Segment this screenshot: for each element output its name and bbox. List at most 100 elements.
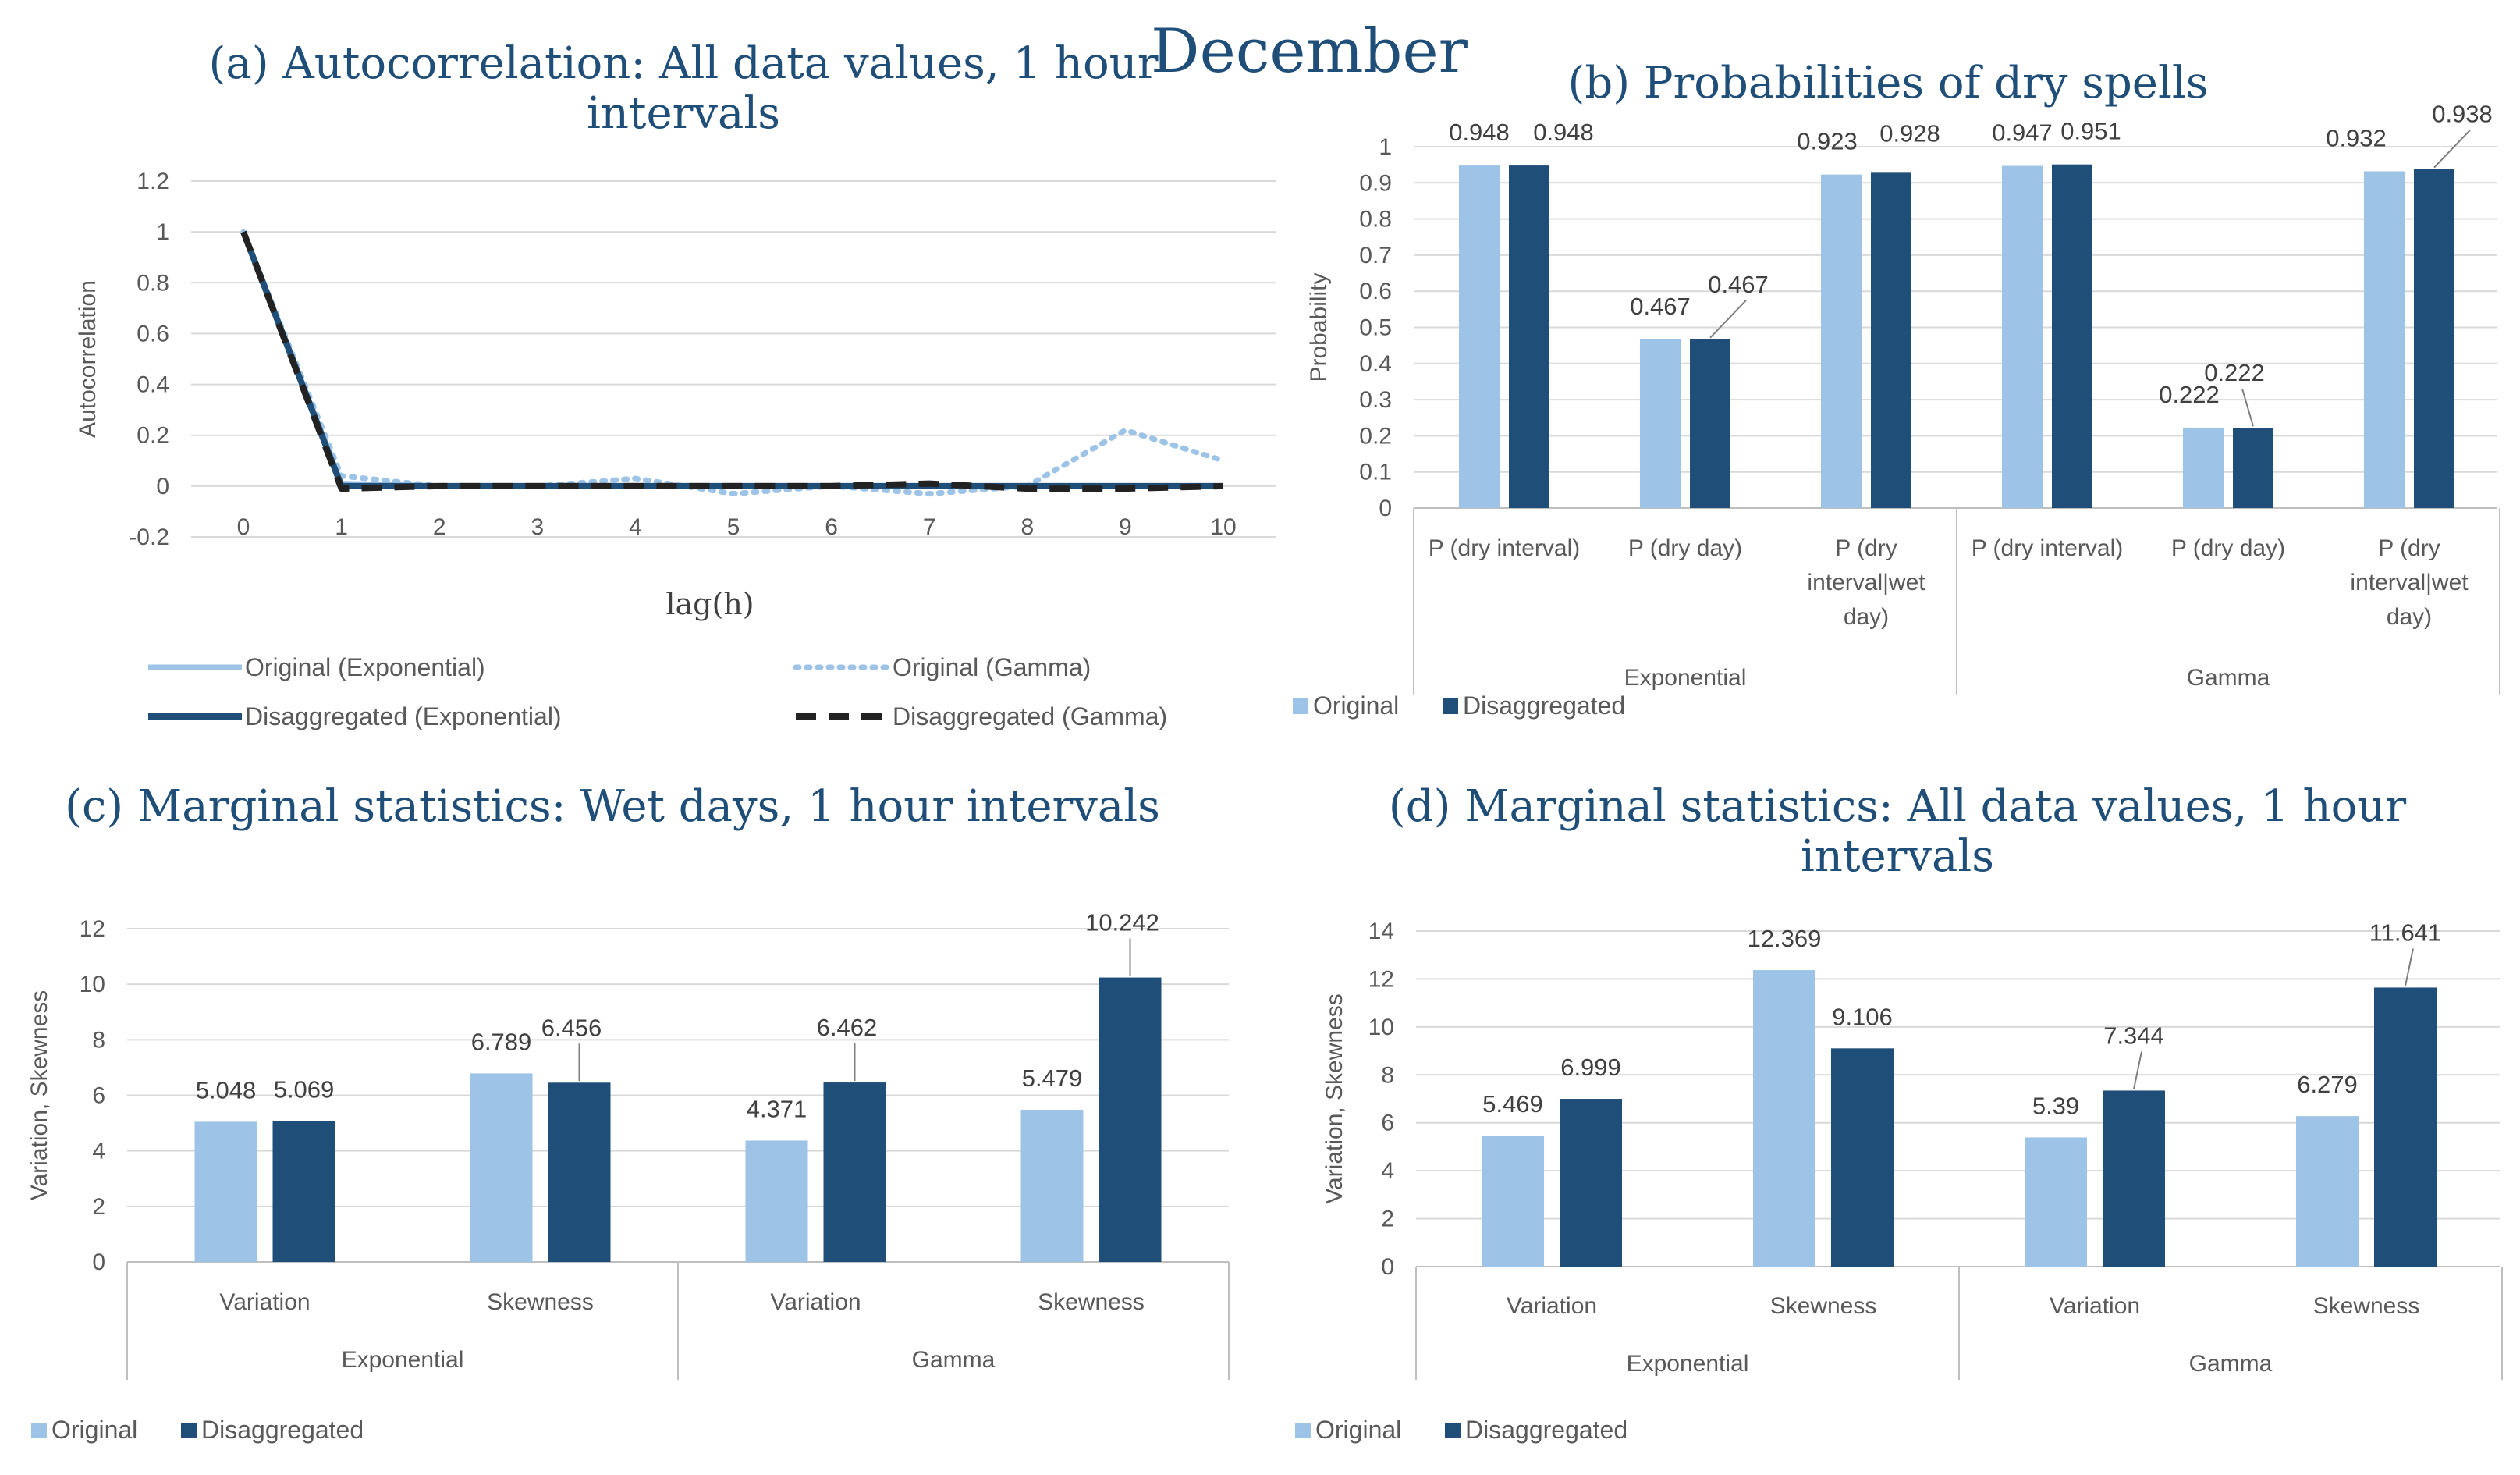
chart-b-bar-original [2183,428,2224,508]
chart-d-bar-disaggregated [1560,1099,1622,1267]
chart-d-group-label: Exponential [1627,1351,1749,1377]
chart-c-bar-original [470,1073,533,1262]
chart-c-legend-swatch-1 [181,1423,197,1438]
chart-d-legend-swatch-0 [1295,1423,1311,1438]
chart-c-ytick-label: 2 [92,1194,105,1220]
chart-c-bar-original [745,1140,808,1262]
chart-c-ytick-label: 6 [92,1083,105,1109]
chart-c-group-label: Exponential [342,1347,464,1373]
chart-a-ytick-label: 0.2 [137,423,169,449]
chart-c-data-label: 6.456 [541,1014,602,1041]
main-title: December [1151,16,1468,87]
chart-d-data-label: 6.279 [2297,1071,2358,1098]
chart-c-ytick-label: 8 [92,1027,105,1053]
chart-a-ytick-label: 1.2 [137,169,169,194]
chart-a-xtick-label: 10 [1210,514,1236,540]
chart-a-series-0-line [240,230,1223,489]
chart-b-category-label: P (dry interval) [1429,535,1581,561]
chart-d-data-label: 5.39 [2032,1092,2079,1119]
chart-a-legend-label-2: Disaggregated (Exponential) [245,702,562,730]
chart-b-bar-original [2002,165,2043,508]
chart-d-data-label: 5.469 [1482,1090,1543,1118]
chart-b-data-label: 0.467 [1708,271,1769,298]
chart-d-data-label: 9.106 [1832,1003,1893,1030]
chart-b-title-line-0: (b) Probabilities of dry spells [1568,58,2209,108]
chart-d-legend-label-1: Disaggregated [1465,1416,1627,1444]
chart-c-data-label: 10.242 [1085,909,1159,937]
chart-c-bar-disaggregated [272,1121,335,1262]
chart-c-bar-disaggregated [823,1082,886,1262]
chart-b-bar-disaggregated [1509,165,1549,509]
chart-d-ytick-label: 0 [1381,1254,1394,1280]
chart-d-data-label: 11.641 [2369,919,2442,946]
chart-b-data-label: 0.947 [1992,119,2053,147]
autocorrelation-chart: (a) Autocorrelation: All data values, 1 … [75,38,1276,730]
chart-a-xtick-label: 7 [923,514,936,540]
chart-d-title-line-1: intervals [1801,831,1994,882]
chart-a-ytick-label: -0.2 [129,524,169,550]
chart-c-data-label: 6.462 [817,1014,878,1041]
chart-b-data-label: 0.467 [1630,293,1691,320]
chart-b-data-label: 0.923 [1797,128,1858,155]
chart-b-bar-original [1821,174,1862,508]
chart-d-ytick-label: 2 [1381,1207,1394,1232]
chart-b-legend-swatch-0 [1293,698,1308,714]
chart-b-data-label: 0.948 [1533,119,1594,146]
chart-b-data-label: 0.222 [2159,381,2220,408]
chart-b-ytick-label: 0.2 [1359,423,1392,449]
chart-a-series-1-line [240,229,1226,497]
chart-b-bar-original [2364,171,2405,508]
chart-d-bar-disaggregated [1831,1048,1894,1267]
chart-d-ytick-label: 6 [1381,1111,1394,1136]
chart-b-ytick-label: 0.1 [1359,460,1392,485]
chart-b-bar-disaggregated [1690,339,1730,508]
chart-b-category-label: P (dry day) [1628,535,1742,561]
chart-b-legend-swatch-1 [1443,698,1458,714]
chart-b-bar-disaggregated [2052,164,2092,508]
chart-d-category-label: Skewness [1770,1293,1877,1319]
chart-b-category-label: interval|wet [2350,570,2469,595]
chart-d-bar-original [1482,1136,1544,1267]
chart-c-data-label: 4.371 [747,1095,807,1122]
chart-d-bar-disaggregated [2374,987,2437,1267]
chart-b-category-label: P (dry [1835,535,1897,561]
chart-a-xtick-label: 3 [531,514,544,540]
chart-b-bar-disaggregated [1871,172,1911,508]
chart-b-category-label: P (dry day) [2171,535,2285,561]
chart-b-category-label: interval|wet [1807,570,1925,595]
chart-b-ytick-label: 0.3 [1359,387,1392,413]
chart-c-data-label: 5.479 [1022,1064,1083,1092]
chart-b-group-label: Exponential [1624,665,1747,691]
chart-c-data-label: 5.048 [196,1076,257,1104]
chart-c-ytick-label: 12 [80,916,105,942]
chart-d-ytick-label: 14 [1368,919,1394,944]
chart-c-ylabel: Variation, Skewness [27,990,52,1201]
chart-b-category-label: P (dry [2378,535,2440,561]
chart-c-bar-original [194,1121,257,1262]
chart-c-data-label: 5.069 [274,1076,335,1104]
chart-a-xtick-label: 0 [237,514,250,540]
chart-b-data-label: 0.222 [2204,359,2265,386]
chart-b-legend-label-0: Original [1313,691,1399,720]
chart-b-bar-original [1459,165,1500,509]
chart-c-ytick-label: 10 [80,972,105,997]
chart-b-label-leader [1709,300,1747,339]
chart-a-legend-label-3: Disaggregated (Gamma) [893,702,1167,730]
chart-c-category-label: Variation [770,1289,861,1315]
chart-a-xtick-label: 5 [727,514,740,540]
chart-d-category-label: Variation [2050,1293,2140,1319]
chart-d-legend-label-0: Original [1315,1416,1401,1444]
chart-c-bar-disaggregated [548,1082,611,1262]
chart-d-group-label: Gamma [2189,1351,2273,1377]
chart-b-bar-original [1640,339,1681,508]
chart-c-title-line-0: (c) Marginal statistics: Wet days, 1 hou… [65,781,1160,832]
chart-a-series-3-line [240,230,1224,492]
chart-b-ylabel: Probability [1306,272,1332,382]
chart-c-category-label: Variation [219,1289,310,1315]
chart-b-category-label: day) [1844,604,1889,630]
wet-days-marginal-stats-chart: (c) Marginal statistics: Wet days, 1 hou… [27,781,1230,1444]
chart-a-title-line-0: (a) Autocorrelation: All data values, 1 … [208,38,1158,89]
chart-b-data-label: 0.932 [2326,124,2387,151]
chart-c-ytick-label: 4 [92,1139,105,1164]
